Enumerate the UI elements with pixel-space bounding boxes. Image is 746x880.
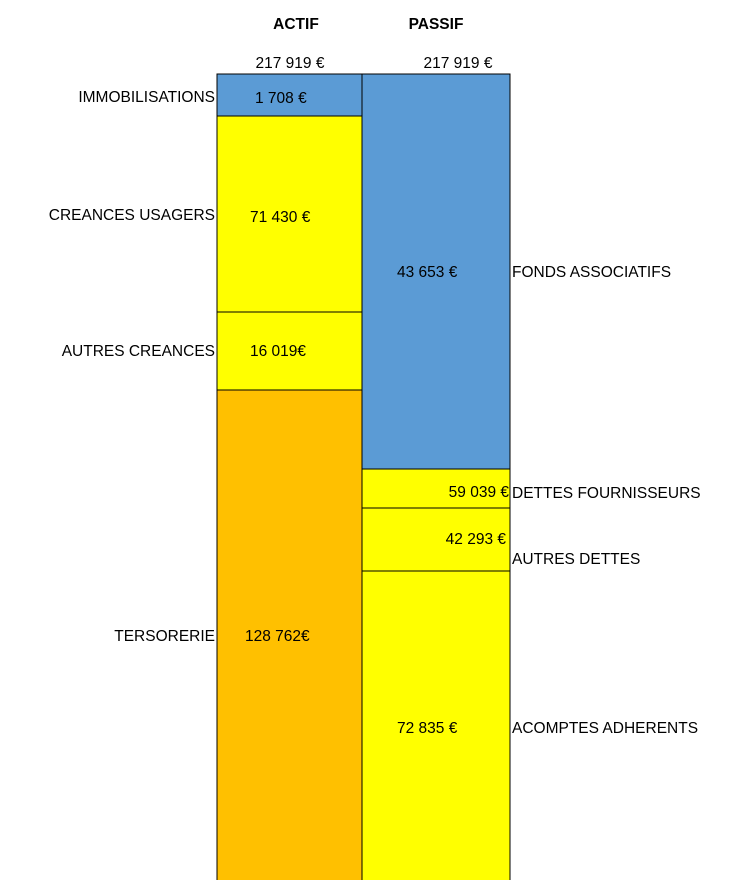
passif-label: FONDS ASSOCIATIFS	[512, 264, 671, 281]
block-tresorerie	[216, 389, 363, 880]
actif-value: 1 708 €	[255, 90, 307, 107]
passif-value: 43 653 €	[397, 264, 458, 281]
actif-value: 128 762€	[245, 628, 310, 645]
passif-value: 72 835 €	[397, 720, 458, 737]
block-immobilisations	[216, 73, 363, 117]
passif-label: AUTRES DETTES	[512, 551, 640, 568]
passif-label: ACOMPTES ADHERENTS	[512, 720, 698, 737]
block-creances-usagers	[216, 115, 363, 313]
header-passif: PASSIF	[409, 16, 464, 33]
header-actif: ACTIF	[273, 16, 319, 33]
actif-label: AUTRES CREANCES	[62, 343, 215, 360]
block-fonds-associatifs	[361, 73, 511, 470]
actif-label: CREANCES USAGERS	[49, 207, 215, 224]
passif-label: DETTES FOURNISSEURS	[512, 485, 701, 502]
actif-value: 71 430 €	[250, 209, 311, 226]
block-autres-creances	[216, 311, 363, 391]
actif-value: 16 019€	[250, 343, 306, 360]
actif-label: IMMOBILISATIONS	[78, 89, 215, 106]
block-acomptes-adherents	[361, 570, 511, 880]
passif-value: 42 293 €	[446, 531, 507, 548]
block-dettes-fournisseurs	[361, 468, 511, 509]
block-autres-dettes	[361, 507, 511, 572]
actif-label: TERSORERIE	[114, 628, 215, 645]
total-actif: 217 919 €	[256, 55, 325, 72]
passif-value: 59 039 €	[449, 484, 510, 501]
total-passif: 217 919 €	[424, 55, 493, 72]
